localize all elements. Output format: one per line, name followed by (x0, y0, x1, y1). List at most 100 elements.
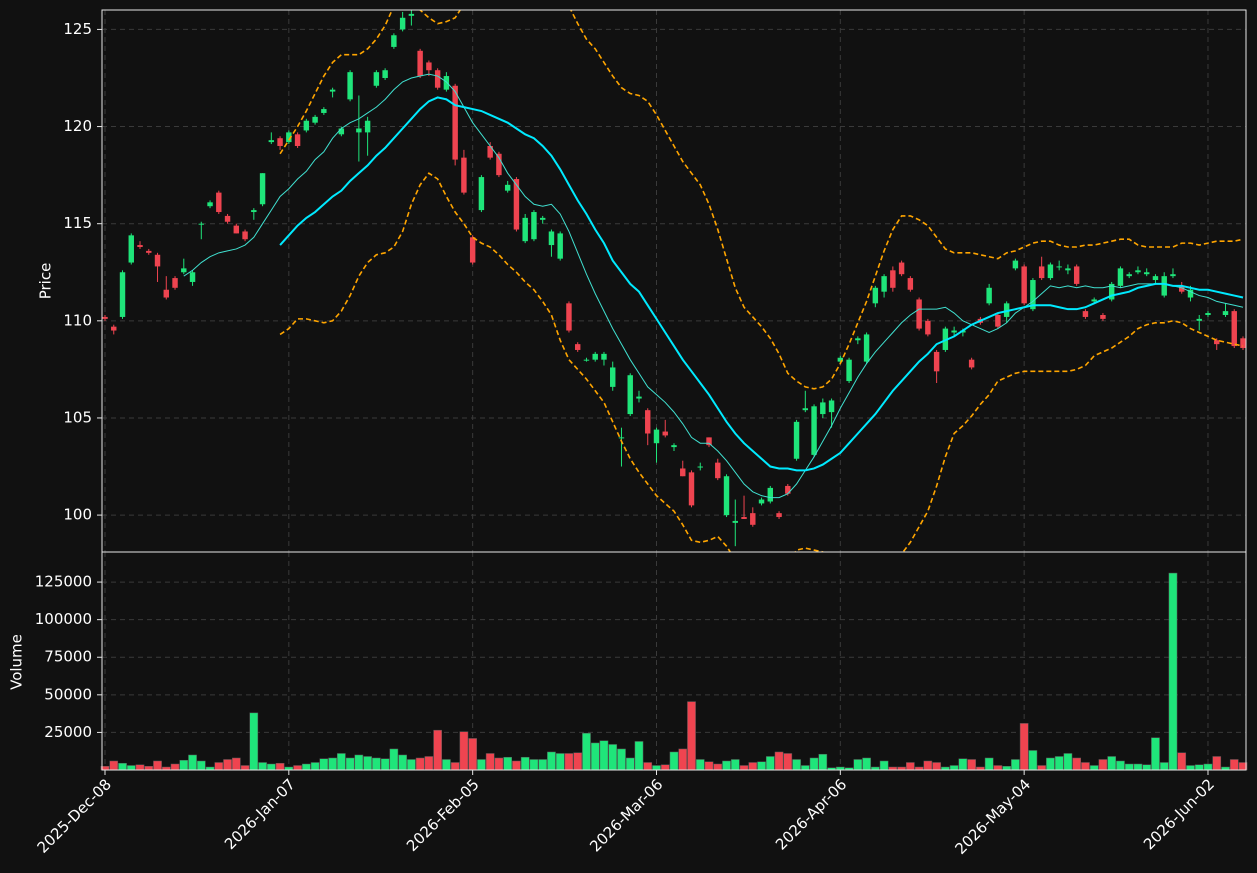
volume-bar (1081, 762, 1090, 771)
candle-body (776, 513, 782, 518)
volume-bar (1229, 759, 1239, 771)
candle-body (688, 472, 695, 506)
volume-bar (739, 765, 749, 771)
candle-body (890, 270, 896, 288)
volume-bar (231, 757, 241, 771)
y-tick-label: 100 (63, 506, 92, 524)
candle-body (820, 402, 826, 415)
volume-bar (1072, 757, 1082, 771)
price-plot (102, 10, 1246, 552)
volume-axis-label: Volume (8, 634, 26, 690)
candle-body (671, 445, 677, 448)
volume-bar (1212, 756, 1222, 771)
volume-bar (249, 712, 259, 771)
volume-bar (547, 751, 556, 771)
volume-bar (582, 732, 591, 771)
volume-bar (748, 762, 758, 771)
volume-bar (1019, 723, 1029, 771)
volume-bar (765, 756, 775, 771)
volume-bar (118, 762, 127, 771)
volume-bar (660, 764, 670, 771)
volume-bar (109, 760, 119, 771)
candle-body (872, 287, 879, 304)
line-thick (279, 96, 1244, 472)
candle-body (1187, 289, 1194, 298)
candle-body (907, 278, 914, 290)
candle-body (417, 50, 423, 77)
volume-bar (1133, 763, 1143, 771)
candle-body (1143, 272, 1150, 275)
volume-bar (993, 765, 1003, 771)
y-tick-label: 105 (63, 408, 92, 426)
volume-bar (1142, 764, 1152, 771)
volume-bar (783, 753, 793, 771)
volume-bar (958, 758, 968, 771)
volume-bar (1186, 765, 1195, 771)
volume-bar (170, 763, 180, 771)
candle-body (242, 231, 248, 240)
candle-body (478, 177, 485, 211)
candle-body (1170, 274, 1176, 277)
volume-bar (1089, 765, 1099, 771)
candle-body (723, 476, 730, 516)
volume-bar (1037, 765, 1046, 771)
candle-body (137, 245, 143, 248)
volume-bar (153, 760, 162, 771)
volume-bar (1203, 763, 1213, 771)
candle-body (1205, 313, 1211, 315)
volume-bar (1098, 759, 1108, 771)
candle-body (758, 499, 765, 504)
candle-body (1091, 299, 1097, 302)
candle-body (1214, 340, 1220, 345)
candle-body (863, 334, 870, 362)
candle-body (207, 202, 213, 207)
volume-bar (853, 759, 863, 771)
volume-bar (135, 764, 145, 771)
candle-body (513, 179, 520, 230)
volume-bar (599, 740, 609, 771)
candle-body (741, 517, 747, 519)
candle-body (802, 408, 809, 411)
candle-body (697, 466, 703, 468)
candle-body (391, 35, 397, 47)
candle-body (251, 210, 257, 213)
candle-body (837, 357, 844, 362)
volume-bar (652, 765, 661, 771)
candle-body (312, 116, 318, 123)
candle-body (224, 215, 231, 222)
candle-body (1196, 318, 1202, 321)
volume-bar (520, 756, 530, 771)
volume-bar (704, 761, 714, 771)
candle-body (715, 462, 721, 479)
volume-bar (564, 753, 574, 771)
candle-body (986, 287, 992, 304)
candle-body (382, 70, 388, 78)
candle-body (951, 330, 957, 333)
volume-bar (529, 759, 539, 771)
candle-body (1161, 276, 1167, 296)
volume-bar (1151, 737, 1160, 771)
volume-bar (1028, 750, 1038, 771)
volume-bar (757, 761, 766, 771)
candle-body (1047, 264, 1054, 279)
candle-body (294, 134, 301, 146)
volume-bar (800, 765, 810, 771)
candle-body (995, 314, 1001, 327)
candle-body (1073, 266, 1080, 284)
volume-bar (1107, 756, 1117, 771)
candle-body (347, 72, 353, 100)
candle-body (452, 85, 458, 160)
volume-bar (617, 748, 626, 771)
candle-body (793, 421, 800, 459)
candle-body (855, 338, 861, 341)
price-axis-label: Price (37, 263, 55, 300)
volume-bar (695, 759, 705, 771)
candle-body (846, 359, 852, 382)
volume-bar (240, 765, 250, 771)
candle-body (583, 359, 590, 361)
candle-body (750, 513, 756, 525)
candle-body (610, 367, 616, 387)
volume-bar (310, 762, 320, 771)
candle-body (1038, 266, 1045, 279)
